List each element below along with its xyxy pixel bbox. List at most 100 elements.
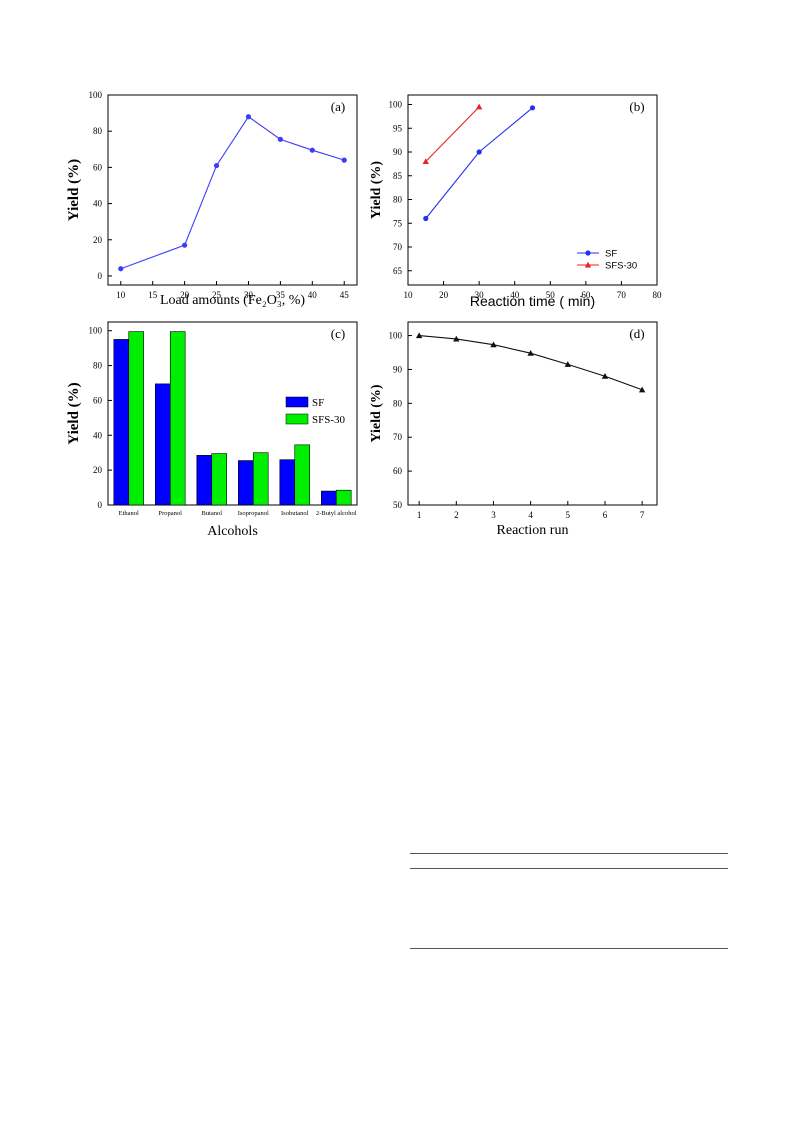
y-tick-label: 40 xyxy=(93,199,103,209)
y-tick-label: 95 xyxy=(393,123,403,133)
legend-marker xyxy=(585,250,591,256)
data-point xyxy=(564,361,572,367)
data-point xyxy=(118,266,124,272)
bar xyxy=(321,490,337,506)
bar xyxy=(155,383,171,506)
x-tick-label: 10 xyxy=(116,290,126,300)
y-tick-label: 90 xyxy=(393,147,403,157)
y-axis-label: Yield (%) xyxy=(66,159,82,221)
panel-d: 50 60 70 80 90 100 1 2 3 4 5 6 7 Reaction run Yield (%… xyxy=(369,321,658,538)
x-tick-label: 2 xyxy=(454,510,459,520)
data-point xyxy=(527,349,534,356)
data-point xyxy=(182,242,188,248)
table-bottom-rule xyxy=(410,948,728,949)
y-tick-label: 20 xyxy=(93,235,103,245)
bar xyxy=(196,455,213,506)
y-tick-label: 85 xyxy=(393,171,403,181)
y-tick-label: 70 xyxy=(393,242,403,252)
y-tick-label: 0 xyxy=(98,271,103,281)
x-category-label: Propanol xyxy=(159,510,183,517)
x-category-label: 2-Butyl alcohol xyxy=(316,510,357,517)
x-tick-label: 15 xyxy=(148,290,158,300)
y-axis-label: Yield (%) xyxy=(369,384,384,443)
x-tick-label: 25 xyxy=(212,290,222,300)
y-tick-label: 75 xyxy=(393,218,403,228)
y-tick-label: 80 xyxy=(93,126,103,136)
y-tick-label: 60 xyxy=(93,162,103,172)
x-axis-label: Reaction time ( min) xyxy=(470,293,595,309)
series-line xyxy=(419,335,643,391)
table-top-rule xyxy=(410,853,728,854)
bar xyxy=(252,452,269,506)
panel-c: 0 20 40 60 80 100 Ethanol Propanol Butanol Isopro… xyxy=(66,321,358,539)
y-axis-label: Yield (%) xyxy=(369,161,384,220)
x-tick-label: 40 xyxy=(510,290,520,300)
y-tick-label: 40 xyxy=(93,430,103,440)
legend-label: SFS-30 xyxy=(312,414,346,426)
panel-letter: (b) xyxy=(629,99,644,114)
x-tick-label: 70 xyxy=(617,290,627,300)
plot-frame xyxy=(107,94,358,286)
data-point xyxy=(422,158,429,165)
bar xyxy=(238,460,254,506)
y-tick-label: 100 xyxy=(389,100,403,110)
x-tick-label: 45 xyxy=(340,290,350,300)
bar xyxy=(128,331,144,506)
y-tick-label: 60 xyxy=(393,466,403,476)
x-axis-label: Reaction run xyxy=(497,523,569,538)
x-category-label: Butanol xyxy=(201,510,222,517)
x-tick-label: 50 xyxy=(546,290,556,300)
bar xyxy=(211,453,227,506)
data-point xyxy=(277,136,283,142)
data-point xyxy=(213,162,220,169)
y-tick-label: 50 xyxy=(393,500,403,510)
data-point xyxy=(529,105,536,111)
plot-frame xyxy=(407,94,658,286)
x-tick-label: 80 xyxy=(653,290,663,300)
data-point xyxy=(309,147,315,153)
data-point xyxy=(453,335,460,342)
data-point xyxy=(601,373,609,379)
y-tick-label: 100 xyxy=(89,326,103,336)
y-axis-label: Yield (%) xyxy=(66,382,82,444)
x-tick-label: 6 xyxy=(603,510,608,520)
x-axis-label: Load amounts (Fe₂O₃, %) xyxy=(160,293,305,308)
series-line xyxy=(425,106,480,162)
x-tick-label: 10 xyxy=(404,290,414,300)
panel-letter: (a) xyxy=(331,99,345,114)
data-point xyxy=(476,149,482,155)
data-point xyxy=(415,332,423,339)
legend-label: SFS-30 xyxy=(605,261,637,272)
y-tick-label: 90 xyxy=(393,364,403,374)
legend-label: SF xyxy=(605,249,617,260)
x-tick-label: 60 xyxy=(581,290,591,300)
x-tick-label: 3 xyxy=(491,510,496,520)
y-tick-label: 100 xyxy=(89,90,103,100)
x-tick-label: 5 xyxy=(566,510,571,520)
data-point xyxy=(475,103,483,110)
panel-letter: (d) xyxy=(629,326,644,341)
y-tick-label: 20 xyxy=(93,465,103,475)
data-point xyxy=(341,157,347,163)
data-point xyxy=(245,114,252,120)
bar xyxy=(169,331,186,506)
y-tick-label: 100 xyxy=(389,331,403,341)
panel-a: 0 20 40 60 80 100 10 15 20 25 30 35 40 45 Load amounts… xyxy=(66,90,358,308)
bar xyxy=(335,489,352,506)
x-tick-label: 40 xyxy=(308,290,318,300)
legend-swatch xyxy=(285,413,309,425)
data-point xyxy=(638,386,646,393)
series-line xyxy=(120,115,345,270)
bar xyxy=(294,444,310,506)
legend-marker xyxy=(584,261,592,268)
x-tick-label: 20 xyxy=(180,290,190,300)
x-tick-label: 1 xyxy=(417,510,422,520)
x-category-label: Isopropanol xyxy=(238,510,269,517)
x-tick-label: 30 xyxy=(475,290,485,300)
y-tick-label: 70 xyxy=(393,432,403,442)
y-tick-label: 65 xyxy=(393,266,403,276)
legend-swatch xyxy=(285,396,309,408)
y-tick-label: 0 xyxy=(98,500,103,510)
legend-label: SF xyxy=(312,397,324,409)
